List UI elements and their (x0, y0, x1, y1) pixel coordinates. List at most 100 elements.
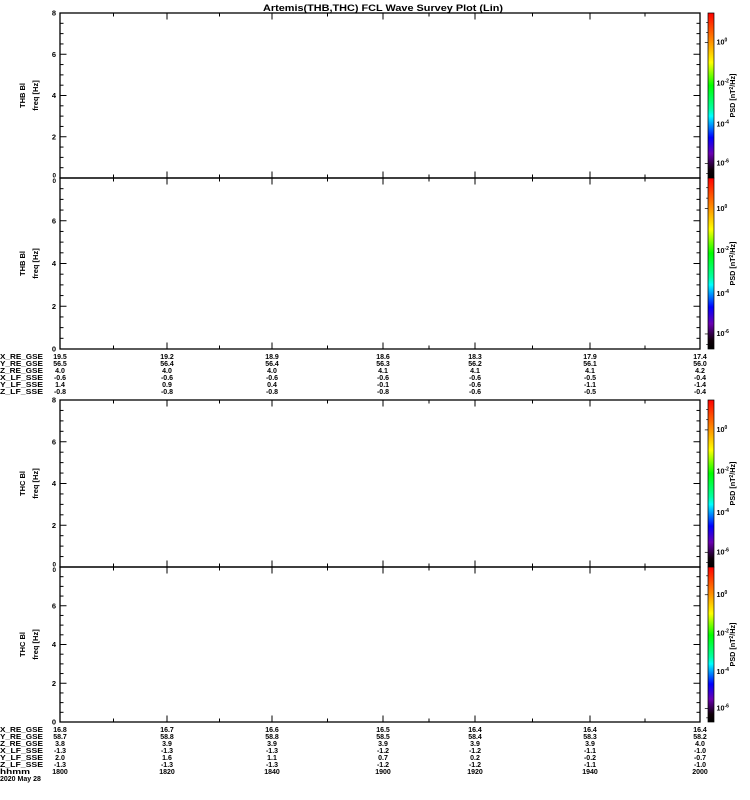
svg-text:100: 100 (717, 38, 728, 47)
svg-text:2: 2 (52, 679, 56, 688)
svg-text:PSD [nT2/Hz]: PSD [nT2/Hz] (728, 623, 737, 667)
svg-text:16.4: 16.4 (468, 727, 482, 734)
svg-text:-0.4: -0.4 (694, 389, 706, 396)
svg-text:58.8: 58.8 (160, 734, 174, 741)
svg-text:10-4: 10-4 (717, 508, 730, 517)
svg-text:THC Bl: THC Bl (18, 632, 27, 657)
svg-text:Y_RE_GSE: Y_RE_GSE (0, 361, 43, 368)
svg-text:100: 100 (717, 590, 728, 599)
svg-text:-0.1: -0.1 (377, 382, 389, 389)
svg-text:6: 6 (52, 437, 56, 446)
svg-text:10-6: 10-6 (717, 704, 730, 713)
svg-text:Z_LF_SSE: Z_LF_SSE (0, 389, 43, 396)
svg-text:19.2: 19.2 (160, 354, 174, 361)
svg-text:-1.2: -1.2 (377, 762, 389, 769)
svg-text:PSD [nT2/Hz]: PSD [nT2/Hz] (728, 242, 737, 286)
svg-text:18.3: 18.3 (468, 354, 482, 361)
svg-text:-1.3: -1.3 (266, 748, 278, 755)
svg-text:-1.2: -1.2 (469, 748, 481, 755)
svg-text:-1.3: -1.3 (266, 762, 278, 769)
svg-text:Y_LF_SSE: Y_LF_SSE (0, 755, 43, 762)
svg-text:16.6: 16.6 (265, 727, 279, 734)
svg-text:3.9: 3.9 (470, 741, 480, 748)
svg-text:-0.8: -0.8 (161, 389, 173, 396)
svg-text:-1.1: -1.1 (584, 382, 596, 389)
svg-text:-0.4: -0.4 (694, 375, 706, 382)
svg-text:-0.7: -0.7 (694, 755, 706, 762)
svg-text:hhmm: hhmm (0, 769, 30, 776)
svg-text:6: 6 (52, 601, 56, 610)
svg-text:1820: 1820 (159, 769, 175, 776)
svg-text:58.8: 58.8 (265, 734, 279, 741)
svg-text:Z_RE_GSE: Z_RE_GSE (0, 368, 43, 375)
svg-text:58.3: 58.3 (583, 734, 597, 741)
svg-text:56.2: 56.2 (468, 361, 482, 368)
svg-text:10-4: 10-4 (717, 667, 730, 676)
svg-text:-0.8: -0.8 (377, 389, 389, 396)
svg-text:4.2: 4.2 (695, 368, 705, 375)
svg-text:56.0: 56.0 (693, 361, 707, 368)
svg-text:19.5: 19.5 (53, 354, 67, 361)
svg-text:100: 100 (717, 425, 728, 434)
svg-text:-1.2: -1.2 (469, 762, 481, 769)
svg-text:3.9: 3.9 (378, 741, 388, 748)
svg-text:-1.0: -1.0 (694, 762, 706, 769)
svg-text:THB Bl: THB Bl (18, 83, 27, 108)
svg-text:0.7: 0.7 (378, 755, 388, 762)
svg-text:-0.6: -0.6 (469, 389, 481, 396)
svg-text:8: 8 (52, 396, 56, 405)
svg-text:-0.6: -0.6 (54, 375, 66, 382)
svg-text:4: 4 (52, 259, 57, 268)
svg-text:-1.3: -1.3 (161, 748, 173, 755)
svg-text:1840: 1840 (264, 769, 280, 776)
svg-text:18.9: 18.9 (265, 354, 279, 361)
svg-text:3.9: 3.9 (267, 741, 277, 748)
svg-text:3.9: 3.9 (162, 741, 172, 748)
svg-text:PSD [nT2/Hz]: PSD [nT2/Hz] (728, 74, 737, 118)
svg-text:0.2: 0.2 (470, 755, 480, 762)
svg-text:-1.4: -1.4 (694, 382, 706, 389)
svg-text:8: 8 (52, 9, 56, 18)
svg-text:56.4: 56.4 (160, 361, 174, 368)
svg-text:2: 2 (52, 302, 56, 311)
svg-text:-0.6: -0.6 (161, 375, 173, 382)
svg-text:-0.2: -0.2 (584, 755, 596, 762)
svg-text:1.4: 1.4 (55, 382, 65, 389)
svg-text:2000: 2000 (692, 769, 708, 776)
svg-text:-1.1: -1.1 (584, 748, 596, 755)
svg-text:0: 0 (52, 718, 56, 727)
svg-text:THC Bl: THC Bl (18, 471, 27, 496)
svg-text:58.4: 58.4 (468, 734, 482, 741)
svg-text:-0.6: -0.6 (266, 375, 278, 382)
svg-text:4.0: 4.0 (695, 741, 705, 748)
svg-text:4.0: 4.0 (267, 368, 277, 375)
svg-text:-0.5: -0.5 (584, 389, 596, 396)
svg-text:X_LF_SSE: X_LF_SSE (0, 375, 43, 382)
svg-text:freq [Hz]: freq [Hz] (31, 629, 40, 660)
svg-text:58.5: 58.5 (376, 734, 390, 741)
svg-text:2020 May 28: 2020 May 28 (0, 776, 41, 783)
svg-text:4.1: 4.1 (378, 368, 388, 375)
svg-text:4: 4 (52, 91, 57, 100)
svg-text:58.2: 58.2 (693, 734, 707, 741)
svg-text:1800: 1800 (52, 769, 68, 776)
svg-text:2: 2 (52, 132, 56, 141)
svg-text:10-6: 10-6 (717, 548, 730, 557)
svg-text:0.9: 0.9 (162, 382, 172, 389)
svg-text:-1.3: -1.3 (161, 762, 173, 769)
svg-text:1940: 1940 (582, 769, 598, 776)
svg-text:-1.2: -1.2 (377, 748, 389, 755)
svg-text:0.4: 0.4 (267, 382, 277, 389)
svg-text:16.7: 16.7 (160, 727, 174, 734)
svg-text:-1.0: -1.0 (694, 748, 706, 755)
svg-text:4.1: 4.1 (470, 368, 480, 375)
svg-text:4.0: 4.0 (162, 368, 172, 375)
svg-text:0: 0 (52, 178, 56, 185)
svg-text:4.1: 4.1 (585, 368, 595, 375)
svg-text:Y_RE_GSE: Y_RE_GSE (0, 734, 43, 741)
svg-text:-0.8: -0.8 (266, 389, 278, 396)
svg-text:3.9: 3.9 (585, 741, 595, 748)
svg-text:freq [Hz]: freq [Hz] (31, 468, 40, 499)
svg-text:-0.6: -0.6 (377, 375, 389, 382)
svg-text:3.8: 3.8 (55, 741, 65, 748)
